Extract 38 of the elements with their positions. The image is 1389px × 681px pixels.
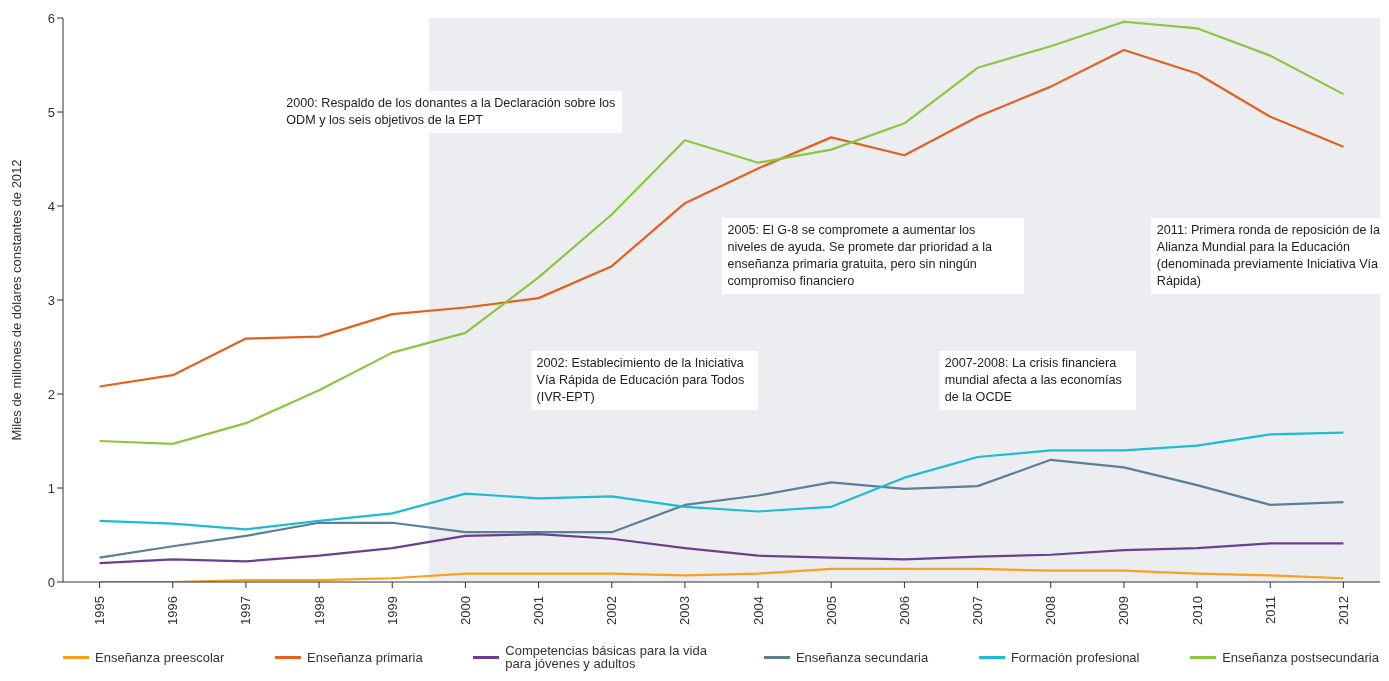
x-tick-label: 2007 [970, 596, 986, 625]
x-tick-label: 2010 [1189, 596, 1205, 625]
line-series [98, 458, 1345, 559]
y-tick-label: 1 [47, 480, 55, 496]
legend-label: Enseñanza secundaria [795, 649, 929, 665]
line-series [98, 532, 1345, 565]
x-tick-label: 2011 [1262, 596, 1278, 624]
line-series [98, 431, 1345, 531]
x-tick-label: 2008 [1043, 596, 1059, 625]
legend-label: Formación profesional [1010, 649, 1140, 665]
x-tick-label: 2004 [750, 596, 766, 625]
y-tick-label: 4 [47, 198, 55, 214]
legend-label: Enseñanza postsecundaria [1222, 649, 1379, 665]
x-tick-label: 1996 [165, 596, 181, 625]
y-tick-label: 3 [47, 292, 55, 308]
note-box: 2005: El G-8 se compromete a aumentar los niveles de ayuda. Se promete dar prioridad a la enseñanza primaria gratuita, pero sin ningún compromiso financiero [721, 218, 1024, 295]
x-tick-label: 2003 [677, 596, 693, 625]
x-tick-label: 2001 [531, 596, 547, 625]
note-box: 2002: Establecimiento de la Iniciativa Vía Rápida de Educación para Todos (IVR-EPT) [530, 350, 758, 410]
x-tick-label: 2006 [896, 596, 912, 625]
y-tick-label: 2 [47, 386, 55, 402]
legend-label: Enseñanza preescolar [95, 649, 225, 665]
y-tick-label: 5 [47, 104, 55, 120]
x-tick-label: 2000 [457, 596, 473, 625]
note-box: 2007-2008: La crisis financiera mundial afecta a las economías de la OCDE [938, 350, 1136, 410]
x-tick-label: 1999 [384, 596, 400, 625]
x-tick-label: 2005 [823, 596, 839, 625]
y-tick-label: 6 [47, 10, 55, 26]
x-tick-label: 2009 [1116, 596, 1132, 625]
legend-label: Enseñanza primaria [307, 649, 423, 665]
x-tick-label: 2002 [604, 596, 620, 625]
y-axis-title: Miles de millones de dólares constantes de 2012 [8, 159, 24, 441]
y-tick-label: 0 [47, 574, 55, 590]
x-tick-label: 1997 [238, 596, 254, 625]
x-tick-label: 1998 [311, 596, 327, 625]
x-tick-label: 1995 [92, 596, 108, 625]
legend-label: Competencias básicas para la vida para jóvenes y adultos [505, 643, 708, 671]
x-tick-label: 2012 [1335, 596, 1351, 625]
